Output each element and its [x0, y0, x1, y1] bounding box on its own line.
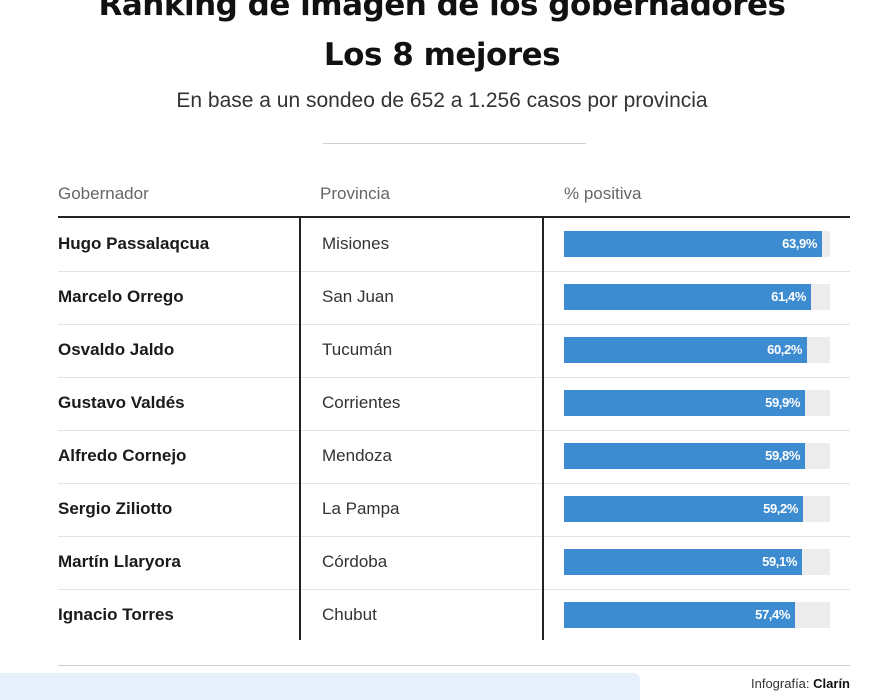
- table-row: Hugo Passalaqcua Misiones 63,9%: [58, 218, 850, 272]
- table-row: Osvaldo Jaldo Tucumán 60,2%: [58, 324, 850, 378]
- column-header-provincia: Provincia: [320, 184, 390, 203]
- province-name: Misiones: [322, 234, 390, 253]
- data-label: 59,8%: [765, 448, 800, 463]
- province-name: Corrientes: [322, 393, 401, 412]
- table-row: Ignacio Torres Chubut 57,4%: [58, 589, 850, 642]
- province-name: Mendoza: [322, 446, 392, 465]
- data-label: 59,2%: [763, 501, 798, 516]
- governor-name: Hugo Passalaqcua: [58, 234, 210, 253]
- province-name: Tucumán: [322, 340, 393, 359]
- data-label: 61,4%: [771, 289, 806, 304]
- bar-track: 60,2%: [564, 337, 830, 363]
- bar: 60,2%: [564, 337, 807, 363]
- governor-name: Osvaldo Jaldo: [58, 340, 175, 359]
- chart-title-line2: Los 8 mejores: [323, 37, 561, 73]
- bar: 63,9%: [564, 231, 822, 257]
- bar: 59,2%: [564, 496, 803, 522]
- table-row: Alfredo Cornejo Mendoza 59,8%: [58, 430, 850, 484]
- header-rule: [58, 216, 850, 218]
- bar: 57,4%: [564, 602, 795, 628]
- bottom-banner: [0, 673, 640, 700]
- credit: Infografía: Clarín: [751, 676, 850, 691]
- data-label: 63,9%: [782, 236, 817, 251]
- credit-brand: Clarín: [813, 676, 850, 691]
- province-name: La Pampa: [322, 499, 400, 518]
- governor-name: Marcelo Orrego: [58, 287, 184, 306]
- governor-name: Ignacio Torres: [58, 605, 174, 624]
- column-divider: [299, 218, 301, 640]
- table-row: Sergio Ziliotto La Pampa 59,2%: [58, 483, 850, 537]
- governor-name: Sergio Ziliotto: [58, 499, 173, 518]
- data-label: 59,9%: [765, 395, 800, 410]
- chart-subtitle: En base a un sondeo de 652 a 1.256 casos…: [176, 89, 708, 112]
- footer-rule: [58, 665, 850, 666]
- data-label: 59,1%: [762, 554, 797, 569]
- column-header-positiva: % positiva: [564, 184, 642, 203]
- column-divider: [542, 218, 544, 640]
- data-label: 57,4%: [755, 607, 790, 622]
- bar-track: 59,8%: [564, 443, 830, 469]
- province-name: San Juan: [322, 287, 394, 306]
- table-row: Gustavo Valdés Corrientes 59,9%: [58, 377, 850, 431]
- governor-name: Martín Llaryora: [58, 552, 181, 571]
- bar: 59,1%: [564, 549, 802, 575]
- credit-prefix: Infografía:: [750, 676, 810, 691]
- table-row: Marcelo Orrego San Juan 61,4%: [58, 271, 850, 325]
- bar-track: 63,9%: [564, 231, 830, 257]
- bar-track: 59,1%: [564, 549, 830, 575]
- bar-track: 57,4%: [564, 602, 830, 628]
- bar: 59,8%: [564, 443, 805, 469]
- chart-title: Ranking de imagen de los gobernadores: [98, 0, 787, 23]
- bar-track: 59,2%: [564, 496, 830, 522]
- bar: 61,4%: [564, 284, 811, 310]
- bar-track: 59,9%: [564, 390, 830, 416]
- divider: [323, 143, 586, 144]
- governor-name: Gustavo Valdés: [58, 393, 185, 412]
- data-label: 60,2%: [767, 342, 802, 357]
- bar-track: 61,4%: [564, 284, 830, 310]
- column-header-gobernador: Gobernador: [58, 184, 149, 203]
- bar: 59,9%: [564, 390, 805, 416]
- governor-name: Alfredo Cornejo: [58, 446, 187, 465]
- table-row: Martín Llaryora Córdoba 59,1%: [58, 536, 850, 590]
- province-name: Chubut: [322, 605, 377, 624]
- province-name: Córdoba: [322, 552, 388, 571]
